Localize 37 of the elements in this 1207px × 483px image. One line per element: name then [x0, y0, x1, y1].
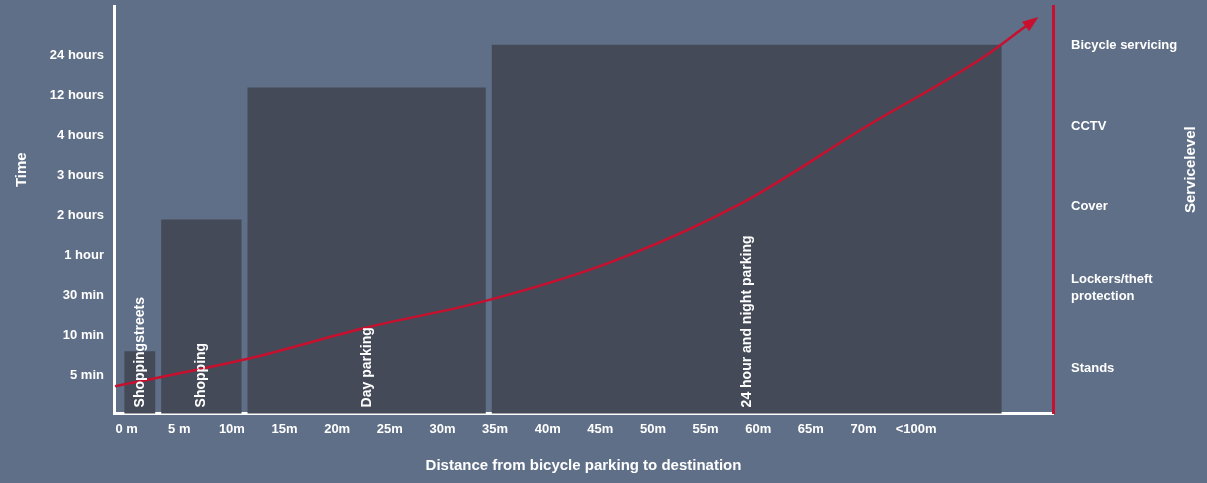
annotation: Shoppingstreets: [130, 296, 147, 408]
x-tick-label: 20m: [324, 420, 351, 436]
text: 3 hours: [57, 167, 104, 183]
x-tick-label: 60m: [745, 420, 772, 436]
x-tick-label: <100m: [895, 420, 937, 436]
x-tick-label: 50m: [639, 420, 666, 436]
text: 5 min: [70, 366, 105, 382]
x-tick-label: 45m: [587, 420, 614, 436]
text: 30 min: [62, 287, 105, 303]
text: 1 hour: [64, 247, 104, 263]
text: Servicelevel: [1181, 126, 1199, 214]
text: Bicycle servicing: [1071, 36, 1178, 52]
annotation: Shopping: [192, 342, 209, 408]
annotation: 24 hour and night parking: [737, 235, 754, 408]
text: 12 hours: [49, 87, 104, 103]
x-tick-label: 10m: [218, 420, 245, 436]
x-axis-title: Distance from bicycle parking to destination: [425, 456, 742, 474]
annotation: Day parking: [357, 327, 374, 408]
x-tick-label: 55m: [692, 420, 719, 436]
x-tick-label: 65m: [797, 420, 824, 436]
x-tick-label: 0 m: [115, 420, 138, 436]
text: Stands: [1071, 359, 1115, 375]
x-tick-label: 35m: [482, 420, 509, 436]
x-tick-label: 70m: [850, 420, 877, 436]
x-tick-label: 40m: [534, 420, 561, 436]
text: Time: [12, 152, 30, 188]
x-tick-label: 5 m: [168, 420, 191, 436]
text: 2 hours: [57, 207, 104, 223]
x-tick-label: 15m: [271, 420, 298, 436]
text: 10 min: [62, 327, 105, 343]
text: 24 hours: [49, 47, 104, 63]
x-tick-label: 25m: [376, 420, 403, 436]
x-tick-label: 30m: [429, 420, 456, 436]
text: 4 hours: [57, 127, 104, 143]
text: CCTV: [1071, 117, 1107, 133]
text: Lockers/theft protection: [1071, 270, 1154, 303]
text: Cover: [1071, 198, 1108, 214]
